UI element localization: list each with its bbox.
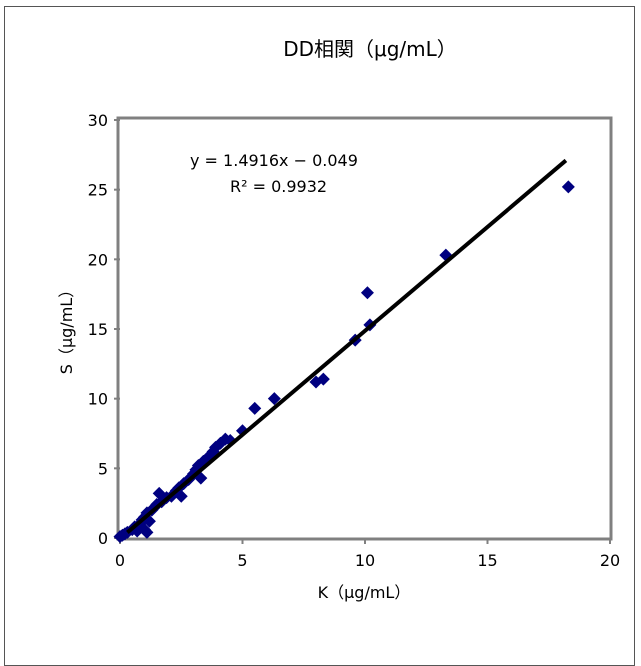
- x-axis-ticks: 0 5 10 15 20: [115, 538, 620, 570]
- x-tick-label: 5: [237, 551, 247, 570]
- r-squared-label: R² = 0.9932: [230, 177, 327, 196]
- x-tick-label: 0: [115, 551, 125, 570]
- data-point: [267, 392, 281, 406]
- y-tick-label: 5: [98, 459, 108, 478]
- trendline: [126, 158, 568, 534]
- y-tick-label: 0: [98, 529, 108, 548]
- x-tick-label: 20: [600, 551, 620, 570]
- data-point: [561, 180, 575, 194]
- data-point: [140, 525, 154, 539]
- y-axis-ticks: 0 5 10 15 20 25 30: [88, 111, 120, 548]
- trendline-equation: y = 1.4916x − 0.049: [190, 151, 358, 170]
- y-tick-label: 25: [88, 181, 108, 200]
- y-tick-label: 30: [88, 111, 108, 130]
- x-tick-label: 10: [355, 551, 375, 570]
- chart-title: DD相関（μg/mL）: [283, 37, 457, 61]
- scatter-chart: DD相関（μg/mL） 0 5 10 15 20 25 30 0 5 10 15 20 y = 1.…: [57, 37, 620, 602]
- x-axis-label: K（μg/mL）: [318, 583, 411, 602]
- y-tick-label: 10: [88, 390, 108, 409]
- data-point: [360, 286, 374, 300]
- x-tick-label: 15: [477, 551, 497, 570]
- y-axis-label: S（μg/mL）: [57, 282, 76, 374]
- y-tick-label: 15: [88, 320, 108, 339]
- data-point: [248, 401, 262, 415]
- data-point: [174, 489, 188, 503]
- y-tick-label: 20: [88, 250, 108, 269]
- data-points: [113, 180, 575, 544]
- data-point: [316, 372, 330, 386]
